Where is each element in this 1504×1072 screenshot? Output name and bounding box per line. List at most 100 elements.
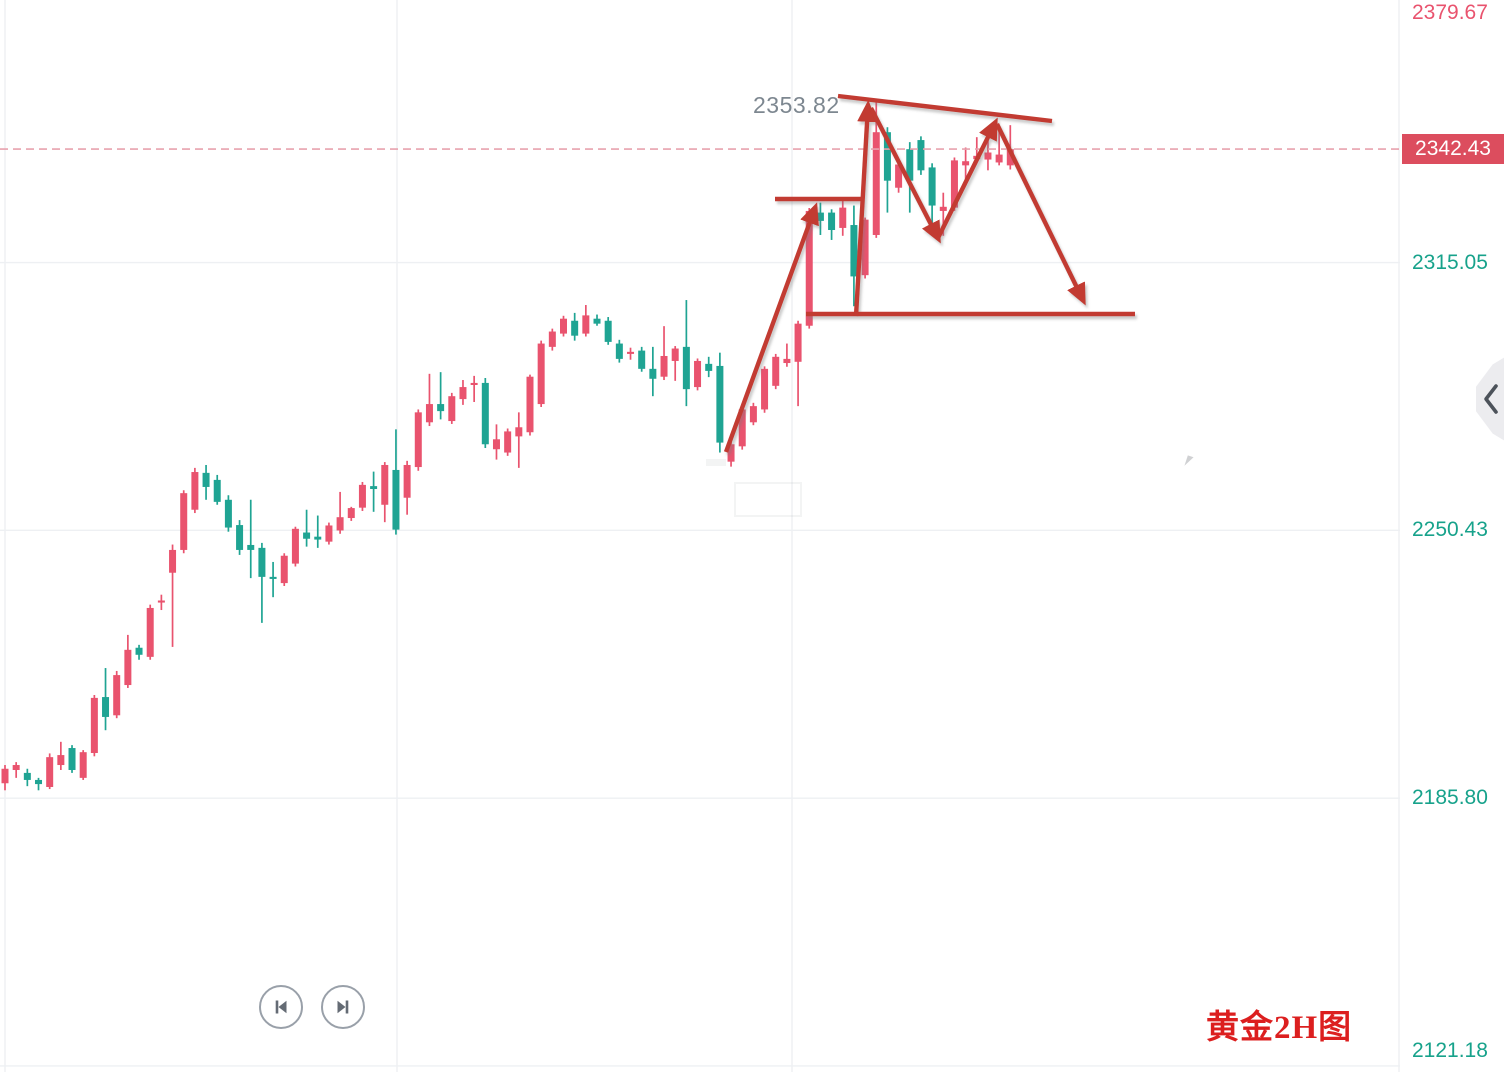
candle xyxy=(917,136,925,175)
candle xyxy=(370,471,378,512)
candle xyxy=(381,462,389,523)
candle xyxy=(727,440,735,467)
candle xyxy=(761,366,769,413)
candle xyxy=(995,130,1003,166)
skip-forward-icon xyxy=(337,1000,349,1014)
candle xyxy=(102,668,110,731)
candle xyxy=(146,604,154,660)
candle xyxy=(347,506,355,521)
candle xyxy=(705,356,713,378)
y-axis-label: 2185.80 xyxy=(1412,786,1488,810)
y-axis-label: 2315.05 xyxy=(1412,250,1488,274)
candle xyxy=(213,474,221,505)
current-price-label: 2342.43 xyxy=(1402,134,1504,165)
candle xyxy=(90,694,98,757)
candle xyxy=(906,142,914,213)
candle xyxy=(258,542,266,623)
trend-arrow[interactable] xyxy=(869,106,941,244)
candle xyxy=(392,429,400,535)
candle xyxy=(872,101,880,238)
candle xyxy=(660,326,668,381)
candle xyxy=(336,491,344,534)
peak-price-annotation: 2353.82 xyxy=(753,92,840,118)
candle xyxy=(236,520,244,555)
drawn-annotations[interactable] xyxy=(723,93,1135,453)
candle xyxy=(303,509,311,547)
candle xyxy=(12,762,20,778)
candle xyxy=(816,202,824,235)
candle xyxy=(571,312,579,341)
candle xyxy=(247,499,255,579)
candle xyxy=(828,209,836,240)
trend-arrow[interactable] xyxy=(995,123,1086,306)
candle xyxy=(169,544,177,647)
candle xyxy=(627,347,635,360)
candle xyxy=(504,428,512,456)
candle xyxy=(57,741,65,770)
trend-arrow[interactable] xyxy=(723,202,819,453)
candle xyxy=(403,460,411,515)
candle xyxy=(470,375,478,402)
candle xyxy=(157,594,165,611)
candle xyxy=(615,339,623,363)
candle xyxy=(526,374,534,436)
candle xyxy=(191,467,199,514)
chevron-left-icon xyxy=(1484,384,1498,414)
candle-series xyxy=(1,101,1014,791)
grid-lines xyxy=(0,0,1400,1072)
candle xyxy=(35,777,43,791)
candle xyxy=(548,328,556,351)
candle xyxy=(437,372,445,420)
candle xyxy=(425,373,433,427)
candle xyxy=(492,424,500,460)
skip-back-icon xyxy=(275,1000,287,1014)
candle xyxy=(515,412,523,468)
candle xyxy=(180,490,188,554)
candle xyxy=(46,753,54,790)
candle xyxy=(537,340,545,407)
candle xyxy=(459,380,467,405)
jump-to-start-button[interactable] xyxy=(259,985,303,1029)
candle xyxy=(68,745,76,773)
candle xyxy=(861,217,869,279)
candle xyxy=(716,352,724,453)
candle xyxy=(269,561,277,598)
candle xyxy=(649,346,657,397)
candle xyxy=(682,300,690,407)
candle xyxy=(325,522,333,545)
chart-title: 黄金2H图 xyxy=(1206,1010,1353,1046)
candle xyxy=(694,358,702,391)
candle xyxy=(738,407,746,450)
candle xyxy=(794,320,802,407)
candle xyxy=(414,409,422,471)
candle xyxy=(582,305,590,337)
candle xyxy=(1,765,9,791)
candle xyxy=(135,644,143,660)
candle xyxy=(291,526,299,567)
candle xyxy=(604,317,612,345)
candle xyxy=(23,768,31,787)
candle xyxy=(113,670,121,719)
candle xyxy=(481,377,489,448)
candle xyxy=(560,315,567,337)
candle xyxy=(358,481,366,511)
candle xyxy=(280,553,288,586)
candle xyxy=(124,634,132,688)
y-axis-label: 2379.67 xyxy=(1412,1,1488,24)
candle xyxy=(79,750,87,780)
jump-to-end-button[interactable] xyxy=(321,985,365,1029)
candle xyxy=(671,346,679,381)
candle xyxy=(448,392,456,424)
candle xyxy=(783,343,791,367)
candle xyxy=(772,353,780,390)
candle xyxy=(224,495,232,532)
candle xyxy=(850,205,858,307)
trend-arrow[interactable] xyxy=(936,117,998,239)
candle xyxy=(202,464,210,500)
candle xyxy=(962,147,970,181)
candle xyxy=(314,515,322,548)
candle xyxy=(928,163,936,226)
trend-arrow[interactable] xyxy=(853,99,877,317)
